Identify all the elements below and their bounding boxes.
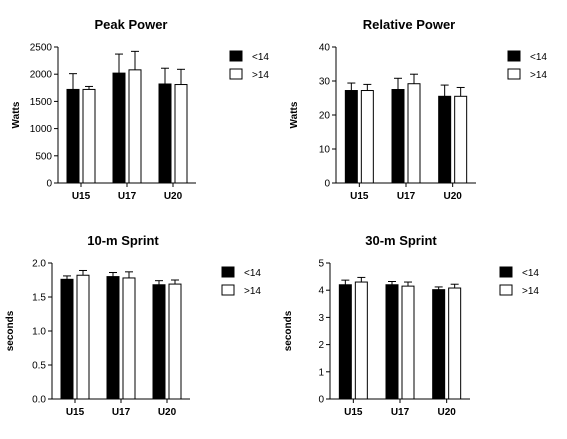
y-axis-label: Watts — [289, 101, 300, 128]
x-tick-label: U15 — [66, 407, 85, 418]
bar-gt14-u17 — [407, 83, 421, 184]
x-tick-label: U17 — [118, 191, 137, 202]
x-tick-label: U20 — [443, 191, 462, 202]
chart-title: 10-m Sprint — [87, 233, 159, 248]
legend-swatch-2 — [499, 284, 513, 296]
bar-lt14-u20 — [158, 83, 172, 184]
y-tick-label: 1 — [318, 367, 324, 378]
y-tick-label: 30 — [319, 77, 331, 88]
legend-swatch-2 — [507, 68, 521, 80]
legend-label-2: >14 — [522, 286, 539, 297]
y-tick-label: 2000 — [30, 70, 53, 81]
y-tick-label: 5 — [318, 259, 324, 270]
y-tick-label: 1000 — [30, 124, 53, 135]
bar-gt14-u15 — [82, 88, 96, 184]
chart-panel-4: 30-m Sprint seconds 0 1 2 3 4 5 U15 U17 U20 <14 >14 — [283, 233, 539, 418]
x-tick-label: U17 — [112, 407, 131, 418]
bar-gt14-u20 — [454, 95, 468, 184]
bar-gt14-u20 — [168, 283, 182, 400]
y-tick-label: 2.0 — [32, 259, 46, 270]
bar-lt14-u17 — [385, 284, 399, 400]
y-tick-label: 0 — [324, 179, 330, 190]
y-tick-label: 1.5 — [32, 293, 46, 304]
legend-label-2: >14 — [252, 70, 269, 81]
legend-swatch-1 — [229, 50, 243, 62]
y-tick-label: 2500 — [30, 43, 53, 54]
legend-label-1: <14 — [522, 268, 539, 279]
legend-label-1: <14 — [252, 52, 269, 63]
bar-lt14-u15 — [344, 90, 358, 184]
bar-gt14-u17 — [128, 69, 142, 184]
y-tick-label: 1500 — [30, 97, 53, 108]
x-tick-label: U20 — [437, 407, 456, 418]
y-tick-label: 0.0 — [32, 395, 46, 406]
x-tick-label: U17 — [397, 191, 416, 202]
bar-gt14-u17 — [401, 285, 415, 400]
bar-gt14-u15 — [76, 274, 90, 400]
legend-label-1: <14 — [530, 52, 547, 63]
y-tick-label: 0 — [318, 395, 324, 406]
chart-panel-2: Relative Power Watts 0 10 20 30 40 U15 U17 U20 <14… — [289, 17, 547, 202]
x-tick-label: U15 — [344, 407, 363, 418]
bar-lt14-u20 — [438, 95, 452, 184]
legend-swatch-2 — [229, 68, 243, 80]
y-tick-label: 0.5 — [32, 361, 46, 372]
legend-swatch-1 — [221, 266, 235, 278]
legend-swatch-2 — [221, 284, 235, 296]
chart-title: Relative Power — [363, 17, 456, 32]
bar-gt14-u15 — [360, 90, 374, 184]
y-tick-label: 40 — [319, 43, 331, 54]
y-axis-label: Watts — [11, 101, 22, 128]
legend-label-2: >14 — [530, 70, 547, 81]
y-tick-label: 4 — [318, 286, 324, 297]
x-tick-label: U15 — [350, 191, 369, 202]
legend-swatch-1 — [499, 266, 513, 278]
bar-lt14-u17 — [391, 89, 405, 184]
bar-lt14-u20 — [432, 289, 446, 400]
x-tick-label: U17 — [391, 407, 410, 418]
y-tick-label: 2 — [318, 340, 324, 351]
legend-label-2: >14 — [244, 286, 261, 297]
y-tick-label: 20 — [319, 111, 331, 122]
bar-lt14-u15 — [338, 284, 352, 400]
bar-lt14-u20 — [152, 284, 166, 400]
y-axis-label: seconds — [283, 310, 294, 351]
chart-title: 30-m Sprint — [365, 233, 437, 248]
bar-gt14-u15 — [354, 281, 368, 400]
legend-label-1: <14 — [244, 268, 261, 279]
y-tick-label: 1.0 — [32, 327, 46, 338]
y-tick-label: 3 — [318, 313, 324, 324]
bar-lt14-u17 — [112, 72, 126, 184]
chart-panel-1: Peak Power Watts 0 500 1000 1500 2000 2500 U15 U1… — [11, 17, 269, 202]
bar-gt14-u20 — [448, 287, 462, 400]
bar-lt14-u15 — [66, 88, 80, 184]
y-axis-label: seconds — [5, 310, 16, 351]
x-tick-label: U15 — [72, 191, 91, 202]
bar-lt14-u15 — [60, 278, 74, 400]
bar-lt14-u17 — [106, 276, 120, 400]
chart-title: Peak Power — [95, 17, 168, 32]
y-tick-label: 500 — [35, 151, 52, 162]
x-tick-label: U20 — [164, 191, 183, 202]
x-tick-label: U20 — [158, 407, 177, 418]
y-tick-label: 10 — [319, 145, 331, 156]
chart-panel-3: 10-m Sprint seconds 0.0 0.5 1.0 1.5 2.0 U15 U17 U… — [5, 233, 261, 418]
bar-gt14-u17 — [122, 277, 136, 400]
y-tick-label: 0 — [46, 179, 52, 190]
legend-swatch-1 — [507, 50, 521, 62]
bar-gt14-u20 — [174, 84, 188, 184]
